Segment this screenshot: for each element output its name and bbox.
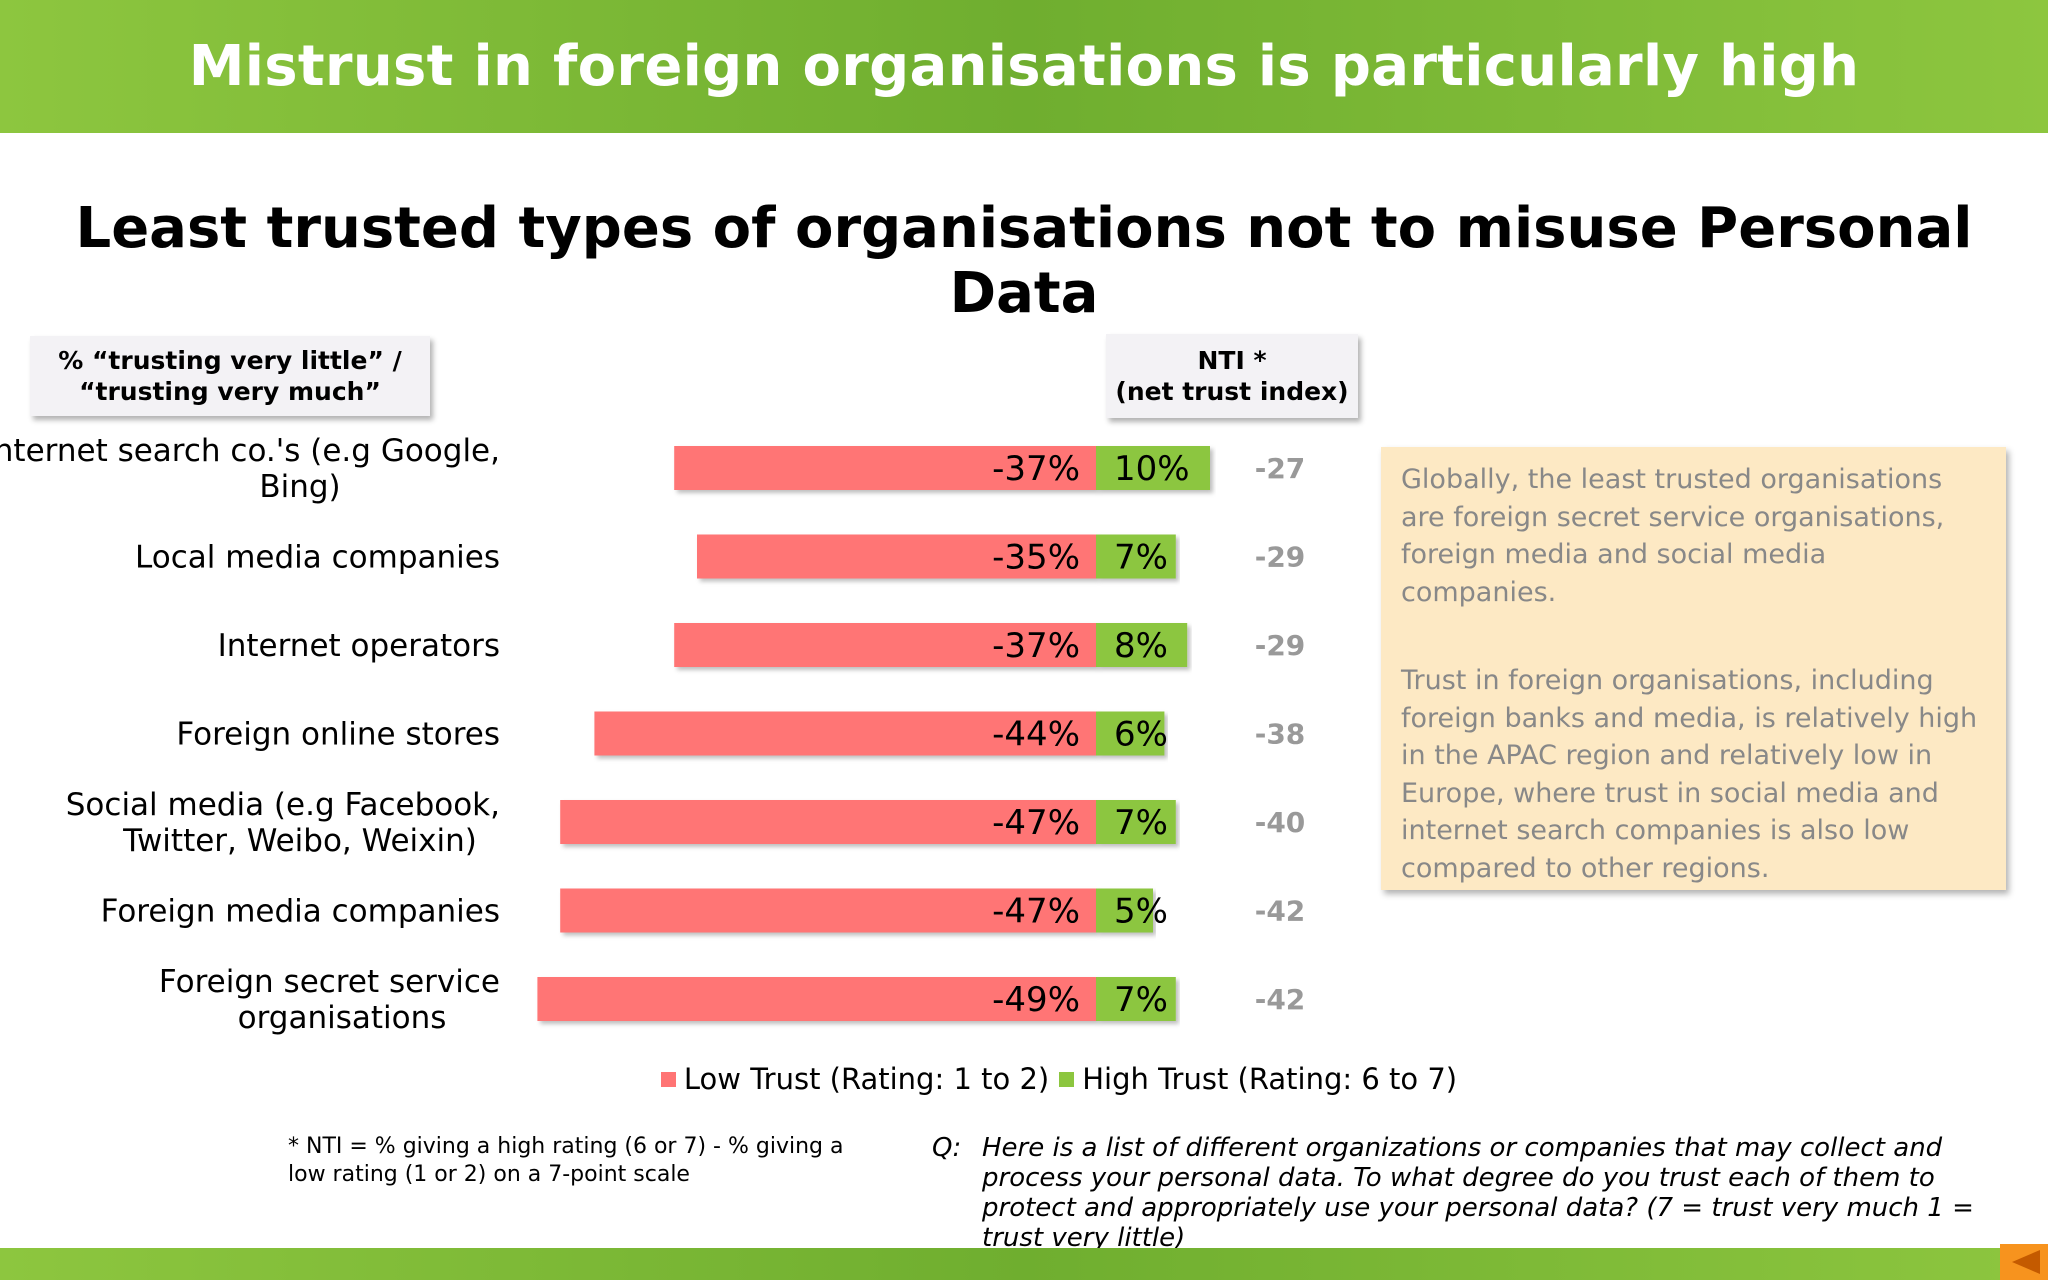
low-trust-bar xyxy=(674,623,1096,667)
category-label: Social media (e.g Facebook, xyxy=(66,787,500,823)
legend-label-low: Low Trust (Rating: 1 to 2) xyxy=(683,1062,1050,1096)
low-trust-bar xyxy=(674,446,1096,490)
high-trust-bar xyxy=(1096,446,1210,490)
column-header-trust-line2: “trusting very much” xyxy=(79,377,381,406)
low-trust-bar xyxy=(560,800,1096,844)
high-trust-bar xyxy=(1096,711,1165,756)
question-label: Q: xyxy=(932,1133,962,1163)
low-trust-bar xyxy=(560,888,1096,933)
category-label: Internet operators xyxy=(218,628,500,664)
low-trust-data-label: -37% xyxy=(992,626,1080,666)
high-trust-bar xyxy=(1096,534,1176,579)
high-trust-bar xyxy=(1096,800,1176,844)
nti-value: -40 xyxy=(1255,806,1306,839)
bottom-bar xyxy=(0,1248,2048,1280)
low-trust-data-label: -49% xyxy=(992,980,1080,1020)
high-trust-bar xyxy=(1096,977,1176,1021)
low-trust-data-label: -44% xyxy=(992,715,1080,755)
column-header-trust: % “trusting very little” / “trusting ver… xyxy=(30,336,430,416)
nti-value: -29 xyxy=(1255,629,1306,662)
slide-title: Mistrust in foreign organisations is par… xyxy=(188,34,1860,99)
column-header-nti-line1: NTI * xyxy=(1197,346,1267,375)
high-trust-data-label: 5% xyxy=(1114,892,1168,932)
low-trust-data-label: -47% xyxy=(992,892,1080,932)
high-trust-data-label: 8% xyxy=(1114,626,1168,666)
low-trust-data-label: -37% xyxy=(992,449,1080,489)
low-trust-bar xyxy=(594,711,1096,756)
category-label: Foreign secret service xyxy=(159,964,500,1000)
high-trust-data-label: 6% xyxy=(1114,715,1168,755)
column-header-trust-line1: % “trusting very little” / xyxy=(58,346,402,375)
column-header-nti: NTI * (net trust index) xyxy=(1106,334,1358,418)
bar-chart: Internet search co.'s (e.g Google,Bing) -… xyxy=(0,433,1306,1036)
category-label: Bing) xyxy=(259,469,340,505)
column-header-nti-line2: (net trust index) xyxy=(1115,377,1349,406)
top-banner: Mistrust in foreign organisations is par… xyxy=(0,0,2048,133)
category-label: Twitter, Weibo, Weixin) xyxy=(122,823,477,859)
callout-paragraph-1: Globally, the least trusted organisation… xyxy=(1401,464,1945,608)
low-trust-data-label: -47% xyxy=(992,803,1080,843)
low-trust-bar xyxy=(537,977,1096,1021)
chart-title: Least trusted types of organisations not… xyxy=(75,196,1973,326)
insight-callout: Globally, the least trusted organisation… xyxy=(1381,447,2006,890)
nti-footnote: * NTI = % giving a high rating (6 or 7) … xyxy=(288,1134,844,1187)
nti-value: -42 xyxy=(1255,983,1306,1016)
legend-label-high: High Trust (Rating: 6 to 7) xyxy=(1082,1062,1458,1096)
category-label: organisations xyxy=(238,1000,447,1036)
high-trust-data-label: 7% xyxy=(1114,538,1168,578)
nti-value: -29 xyxy=(1255,541,1306,574)
category-label: Foreign media companies xyxy=(101,894,500,930)
survey-question: Q: Here is a list of different organizat… xyxy=(932,1133,2012,1253)
nti-value: -42 xyxy=(1255,895,1306,928)
high-trust-data-label: 10% xyxy=(1114,449,1190,489)
high-trust-bar xyxy=(1096,623,1188,667)
low-trust-data-label: -35% xyxy=(992,538,1080,578)
low-trust-bar xyxy=(697,534,1096,579)
previous-slide-button[interactable] xyxy=(2000,1244,2048,1280)
high-trust-bar xyxy=(1096,888,1153,933)
chart-legend: Low Trust (Rating: 1 to 2) High Trust (R… xyxy=(0,1062,2048,1096)
callout-paragraph-2: Trust in foreign organisations, includin… xyxy=(1401,665,1978,884)
legend-swatch-high xyxy=(1059,1071,1075,1087)
category-label: Foreign online stores xyxy=(176,717,500,753)
legend-item-high-trust: High Trust (Rating: 6 to 7) xyxy=(1059,1062,1457,1096)
nti-value: -38 xyxy=(1255,718,1306,751)
legend-item-low-trust: Low Trust (Rating: 1 to 2) xyxy=(660,1062,1050,1096)
question-text: Here is a list of different organization… xyxy=(982,1133,1974,1253)
legend-swatch-low xyxy=(660,1071,676,1087)
high-trust-data-label: 7% xyxy=(1114,980,1168,1020)
category-label: Local media companies xyxy=(135,540,500,576)
arrow-left-icon xyxy=(2012,1250,2040,1274)
nti-value: -27 xyxy=(1255,452,1306,485)
category-label: Internet search co.'s (e.g Google, xyxy=(0,433,500,469)
high-trust-data-label: 7% xyxy=(1114,803,1168,843)
